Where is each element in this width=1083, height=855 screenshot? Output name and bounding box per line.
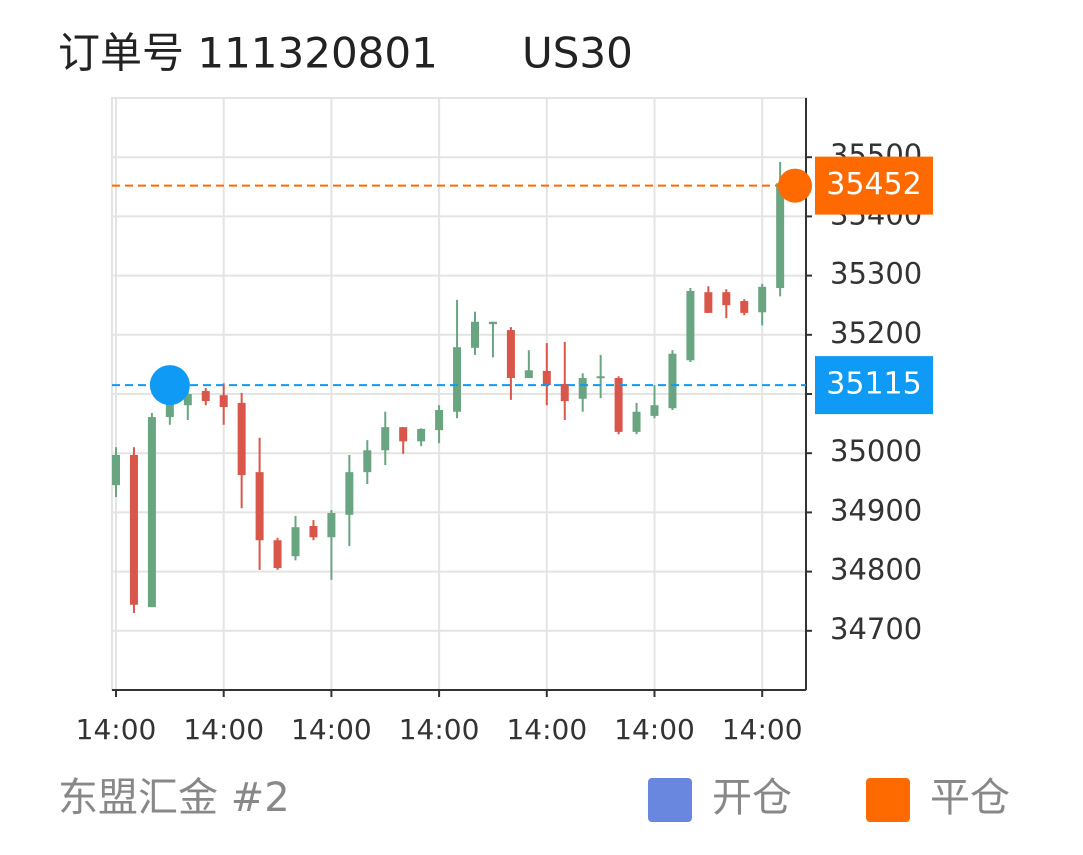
- legend-swatch: [866, 778, 910, 822]
- candle-body: [435, 409, 444, 431]
- footer: 东盟汇金 #2: [58, 775, 290, 821]
- candle-body: [183, 394, 192, 406]
- chart-title: 订单号 111320801: [58, 29, 438, 78]
- legend-label: 开仓: [712, 775, 792, 821]
- x-tick-label: 14:00: [614, 713, 695, 746]
- candle-body: [542, 370, 551, 386]
- candle-body: [704, 292, 713, 313]
- candle-body: [201, 391, 210, 402]
- candle-body: [417, 428, 426, 442]
- candle-body: [668, 353, 677, 409]
- legend-swatch: [648, 778, 692, 822]
- candle-body: [363, 450, 372, 473]
- x-tick-label: 14:00: [506, 713, 587, 746]
- candle-body: [129, 454, 138, 605]
- candle-body: [453, 347, 462, 412]
- x-tick-label: 14:00: [399, 713, 480, 746]
- open-price-badge: [815, 356, 933, 415]
- close-price-label: 35452: [826, 167, 921, 202]
- candle-body: [740, 301, 749, 313]
- open-price-marker: [149, 365, 190, 406]
- candle-body: [309, 526, 318, 538]
- candle-body: [327, 512, 336, 538]
- close-price-marker: [778, 168, 812, 203]
- x-tick-label: 14:00: [183, 713, 264, 746]
- candle-body: [776, 183, 785, 289]
- candle-body: [758, 286, 767, 313]
- x-tick-label: 14:00: [291, 713, 372, 746]
- candle-body: [596, 376, 605, 379]
- candle-body: [273, 540, 282, 569]
- candle-body: [237, 402, 246, 476]
- candle-body: [112, 454, 120, 486]
- candle-body: [471, 321, 479, 348]
- y-tick-label: 34700: [830, 612, 922, 646]
- candle-body: [399, 427, 408, 442]
- close-price-badge: [815, 156, 933, 215]
- candle-body: [686, 290, 695, 361]
- symbol: US30: [522, 29, 633, 78]
- candle-body: [147, 417, 156, 608]
- candle-body: [524, 370, 533, 379]
- candle-body: [614, 378, 623, 432]
- x-tick-label: 14:00: [722, 713, 803, 746]
- open-price-label: 35115: [826, 367, 921, 402]
- y-tick-label: 34900: [830, 493, 922, 527]
- candle-body: [219, 395, 228, 408]
- candle-body: [345, 472, 354, 515]
- candle-body: [488, 321, 497, 325]
- x-tick-label: 14:00: [76, 713, 157, 746]
- candle-body: [560, 383, 569, 402]
- y-tick-label: 34800: [830, 553, 922, 587]
- candle-body: [255, 472, 264, 541]
- candle-body: [632, 411, 641, 432]
- candle-body: [722, 292, 731, 306]
- legend-label: 平仓: [930, 775, 1010, 821]
- candle-body: [506, 330, 515, 379]
- y-tick-label: 35300: [830, 257, 922, 291]
- candle-body: [381, 427, 390, 451]
- y-tick-label: 35200: [830, 316, 922, 350]
- y-tick-label: 35000: [830, 434, 922, 468]
- candle-body: [578, 378, 587, 399]
- candle-body: [291, 527, 300, 557]
- candle-body: [165, 402, 174, 418]
- candle-body: [650, 405, 659, 416]
